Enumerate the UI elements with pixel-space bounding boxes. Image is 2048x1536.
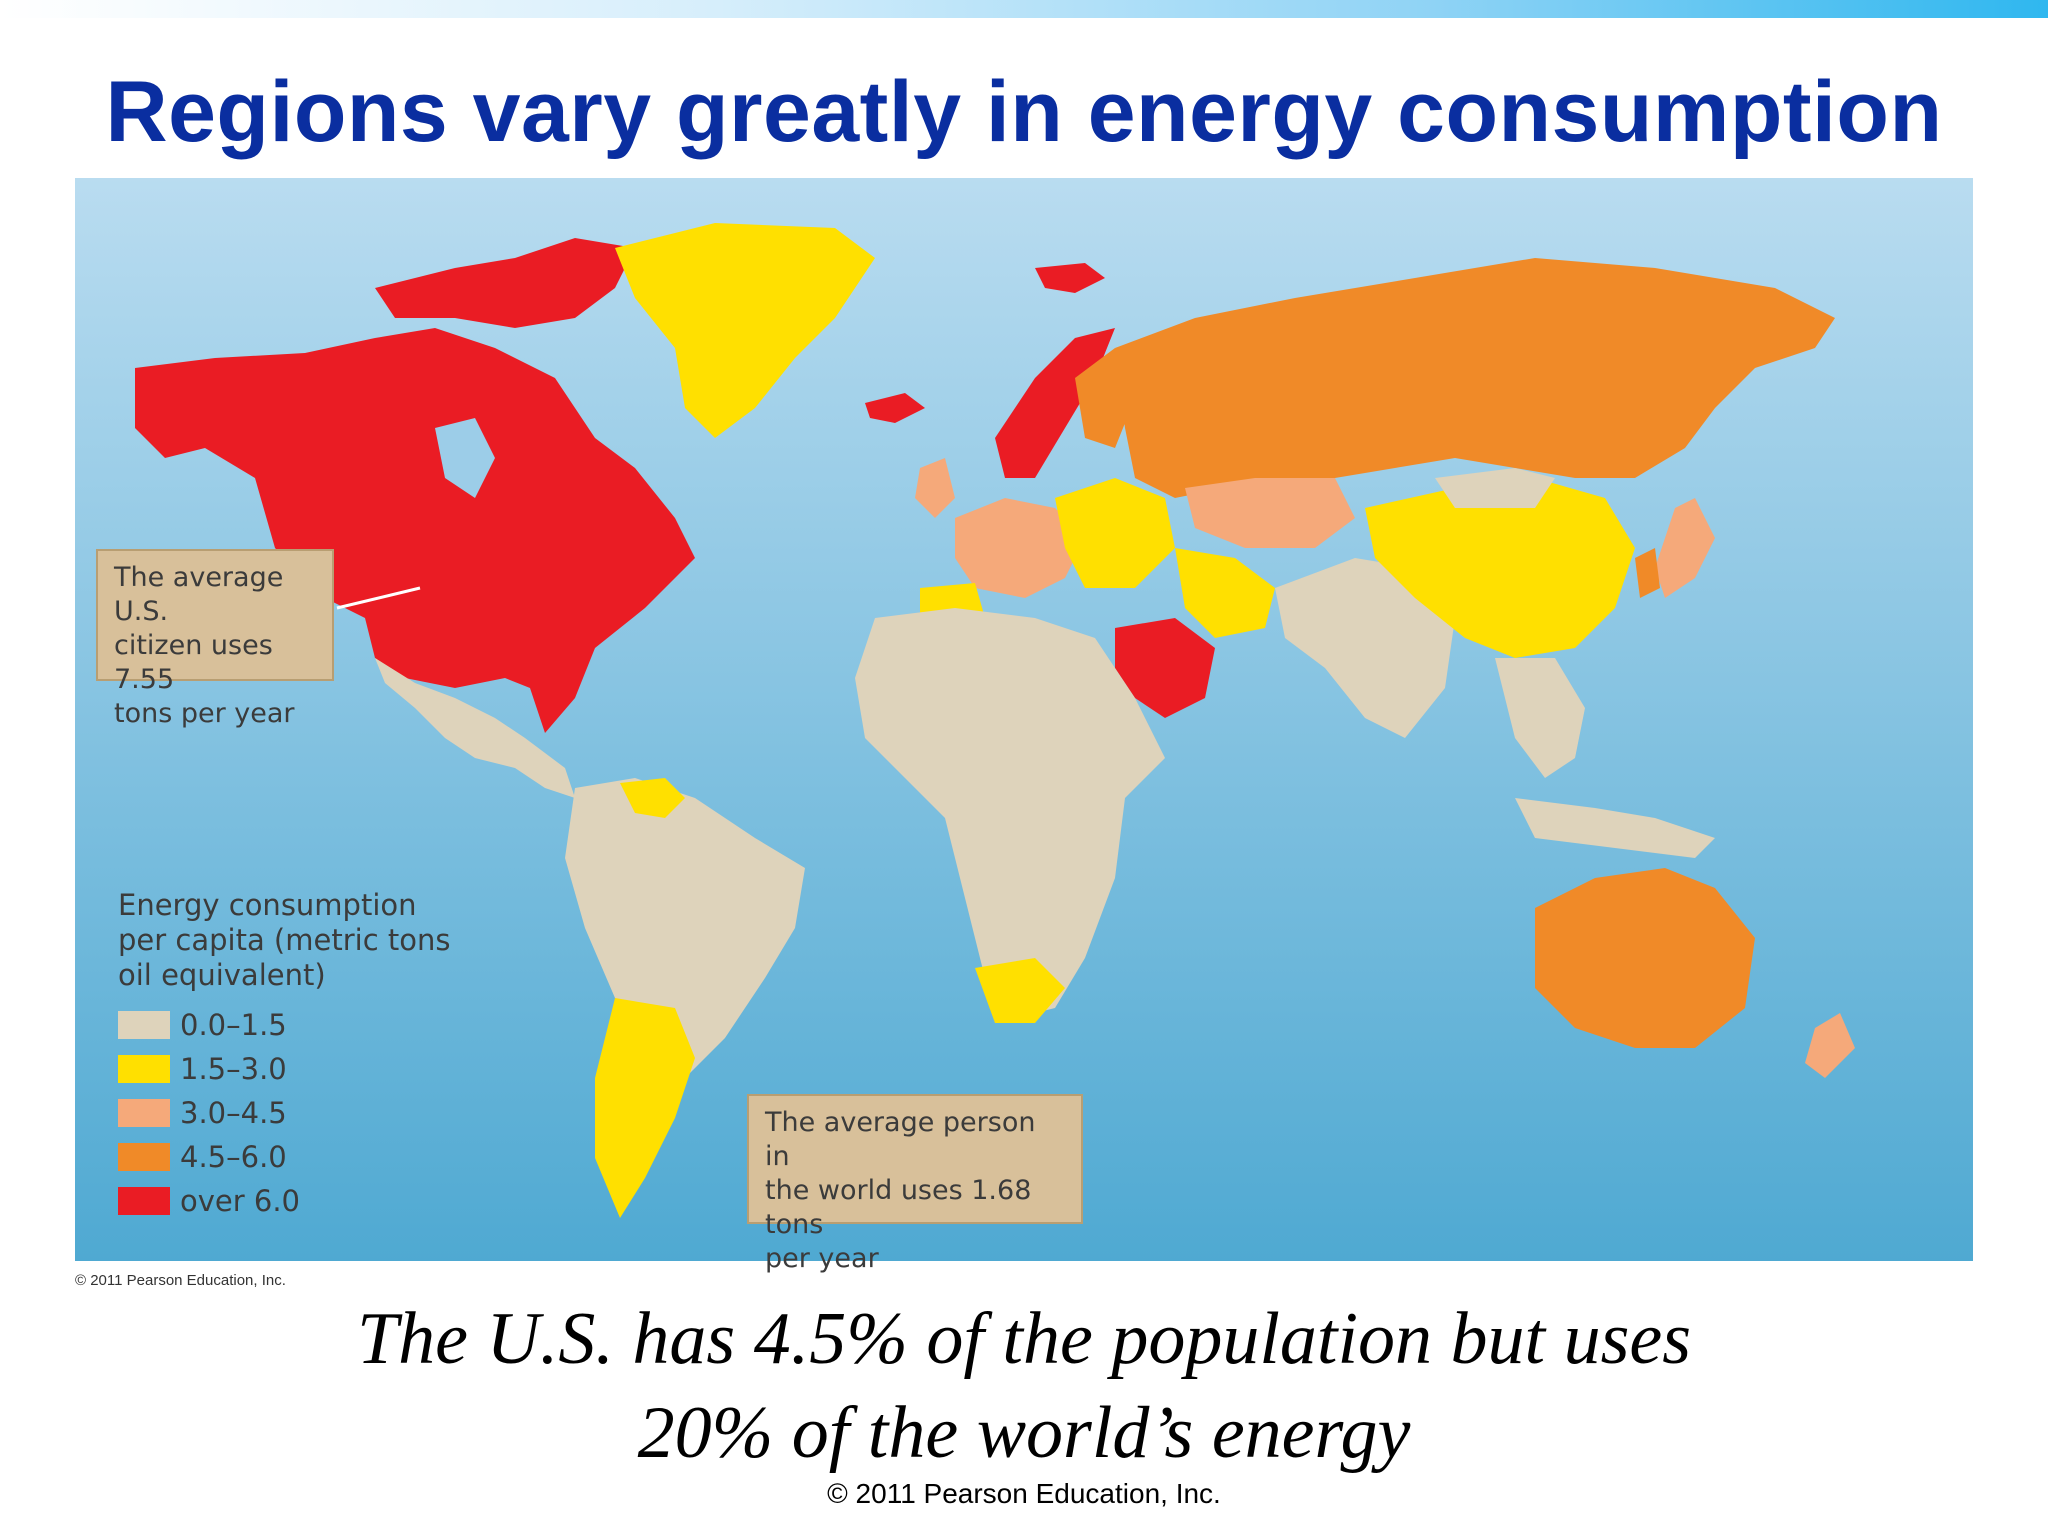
- callout-world-line: The average person in: [765, 1107, 1036, 1172]
- caption-line: 20% of the world’s energy: [637, 1392, 1411, 1474]
- callout-world-line: the world uses 1.68 tons: [765, 1175, 1032, 1240]
- region-south-africa: [975, 958, 1065, 1023]
- world-map: [75, 178, 1973, 1261]
- legend-item: over 6.0: [118, 1179, 478, 1223]
- region-mongolia: [1435, 468, 1555, 508]
- legend-swatch: [118, 1011, 170, 1039]
- legend-label: over 6.0: [180, 1184, 301, 1218]
- region-scandinavia: [995, 328, 1115, 478]
- legend-label: 1.5–3.0: [180, 1052, 287, 1086]
- slide-caption: The U.S. has 4.5% of the population but …: [0, 1292, 2048, 1480]
- top-gradient-bar: [0, 0, 2048, 18]
- region-new-zealand: [1805, 1013, 1855, 1078]
- slide-title: Regions vary greatly in energy consumpti…: [105, 64, 1943, 160]
- world-map-svg: [75, 178, 1973, 1261]
- region-western-europe: [955, 498, 1085, 598]
- region-eastern-europe: [1055, 478, 1175, 588]
- region-uk: [915, 458, 955, 518]
- callout-pointer: [336, 586, 421, 610]
- legend-swatch: [118, 1187, 170, 1215]
- region-iceland: [865, 393, 925, 423]
- hudson-bay: [435, 418, 495, 498]
- map-credit: © 2011 Pearson Education, Inc.: [75, 1272, 286, 1289]
- legend-swatch: [118, 1055, 170, 1083]
- legend-swatch: [118, 1143, 170, 1171]
- callout-us-line: tons per year: [114, 698, 295, 729]
- region-mexico: [375, 658, 575, 798]
- region-southeast-asia: [1495, 658, 1585, 778]
- map-legend: Energy consumption per capita (metric to…: [118, 888, 478, 1223]
- region-russia: [1115, 258, 1835, 498]
- callout-world-line: per year: [765, 1243, 879, 1274]
- region-svalbard: [1035, 263, 1105, 293]
- legend-swatch: [118, 1099, 170, 1127]
- region-argentina: [595, 998, 695, 1218]
- callout-us-line: citizen uses 7.55: [114, 630, 273, 695]
- legend-item: 3.0–4.5: [118, 1091, 478, 1135]
- legend-item: 0.0–1.5: [118, 1003, 478, 1047]
- region-south-asia: [1275, 558, 1455, 738]
- footer-credit: © 2011 Pearson Education, Inc.: [827, 1478, 1221, 1509]
- region-middle-east: [1175, 548, 1275, 638]
- region-indonesia: [1515, 798, 1715, 858]
- legend-label: 0.0–1.5: [180, 1008, 287, 1042]
- region-venezuela: [620, 778, 685, 818]
- legend-item: 4.5–6.0: [118, 1135, 478, 1179]
- callout-us-line: The average U.S.: [114, 562, 284, 627]
- legend-title: Energy consumption per capita (metric to…: [118, 888, 451, 992]
- callout-us-average: The average U.S. citizen uses 7.55 tons …: [96, 549, 334, 729]
- region-africa: [855, 608, 1165, 1018]
- caption-line: The U.S. has 4.5% of the population but …: [356, 1298, 1692, 1380]
- region-north-america: [135, 328, 695, 733]
- region-australia: [1535, 868, 1755, 1048]
- region-kazakhstan: [1185, 478, 1355, 548]
- legend-label: 3.0–4.5: [180, 1096, 287, 1130]
- callout-world-average: The average person in the world uses 1.6…: [747, 1094, 1083, 1274]
- legend-item: 1.5–3.0: [118, 1047, 478, 1091]
- region-saudi-arabia: [1115, 618, 1215, 718]
- region-china: [1365, 478, 1635, 658]
- region-korea: [1635, 548, 1660, 598]
- legend-label: 4.5–6.0: [180, 1140, 287, 1174]
- region-japan: [1655, 498, 1715, 598]
- region-arctic-islands: [375, 238, 635, 328]
- region-greenland: [615, 223, 875, 438]
